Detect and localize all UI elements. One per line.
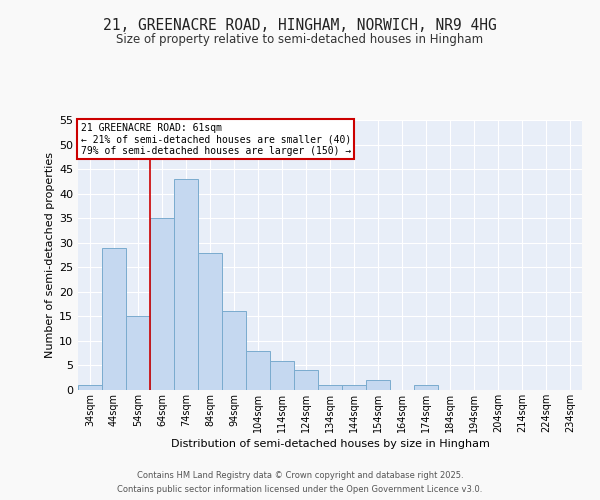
- Y-axis label: Number of semi-detached properties: Number of semi-detached properties: [45, 152, 55, 358]
- Bar: [126, 316, 150, 390]
- Text: 21, GREENACRE ROAD, HINGHAM, NORWICH, NR9 4HG: 21, GREENACRE ROAD, HINGHAM, NORWICH, NR…: [103, 18, 497, 32]
- Bar: [366, 380, 390, 390]
- Text: 21 GREENACRE ROAD: 61sqm
← 21% of semi-detached houses are smaller (40)
79% of s: 21 GREENACRE ROAD: 61sqm ← 21% of semi-d…: [80, 122, 351, 156]
- Bar: [222, 312, 246, 390]
- Text: Size of property relative to semi-detached houses in Hingham: Size of property relative to semi-detach…: [116, 32, 484, 46]
- Bar: [342, 385, 366, 390]
- Bar: [294, 370, 318, 390]
- Bar: [174, 179, 198, 390]
- Bar: [198, 252, 222, 390]
- Bar: [318, 385, 342, 390]
- Bar: [270, 360, 294, 390]
- Bar: [150, 218, 174, 390]
- Text: Contains HM Land Registry data © Crown copyright and database right 2025.: Contains HM Land Registry data © Crown c…: [137, 472, 463, 480]
- X-axis label: Distribution of semi-detached houses by size in Hingham: Distribution of semi-detached houses by …: [170, 439, 490, 449]
- Text: Contains public sector information licensed under the Open Government Licence v3: Contains public sector information licen…: [118, 484, 482, 494]
- Bar: [246, 350, 270, 390]
- Bar: [78, 385, 102, 390]
- Bar: [102, 248, 126, 390]
- Bar: [414, 385, 438, 390]
